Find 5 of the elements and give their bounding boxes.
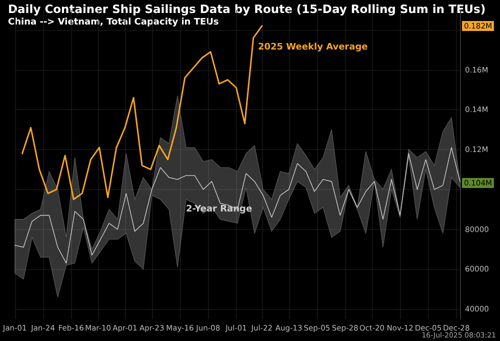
line-series bbox=[14, 147, 460, 264]
text: China --> Vietnam, Total Capacity in TEUs bbox=[8, 18, 219, 28]
chart-title: Daily Container Ship Sailings Data by Route (15-Day Rolling Sum in TEUs) bbox=[8, 2, 486, 16]
series-label: 2025 Weekly Average bbox=[258, 42, 368, 52]
series-label: 2-Year Range bbox=[186, 204, 252, 214]
